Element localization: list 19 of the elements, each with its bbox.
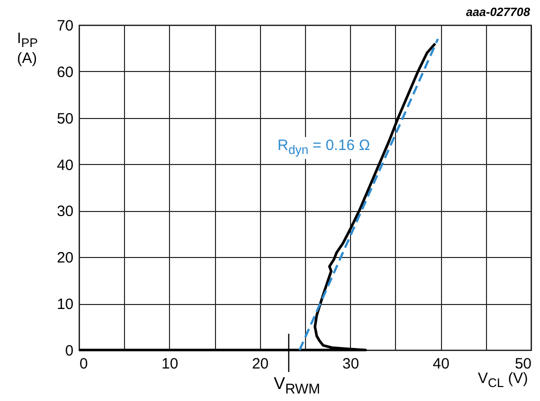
y-axis-title: I$_{PP}$ (A) <box>17 30 39 68</box>
x-tick-label: 40 <box>432 356 450 372</box>
x-tick-label: 50 <box>514 356 532 372</box>
series-label: R$_{dyn}$ = 0.16 Ω <box>274 136 374 159</box>
x-tick-label: 10 <box>162 356 178 372</box>
y-tick-label: 50 <box>56 110 74 128</box>
text: aaa-027708 <box>466 5 530 20</box>
y-tick-label: 70 <box>56 18 74 34</box>
y-tick-label: 0 <box>65 342 74 360</box>
annotation: V$_{RWM}$ <box>274 374 320 398</box>
x-tick-label: 20 <box>252 356 269 372</box>
y-tick-label: 30 <box>56 203 74 220</box>
x-axis-title: V$_{CL}$ (V) <box>478 370 528 391</box>
y-tick-label: 20 <box>56 250 74 267</box>
y-tick-label: 10 <box>56 296 74 314</box>
y-tick-label: 40 <box>56 156 74 174</box>
x-tick-label: 30 <box>342 356 360 372</box>
y-tick-label: 60 <box>56 64 74 81</box>
x-tick-label: 0 <box>80 356 88 372</box>
